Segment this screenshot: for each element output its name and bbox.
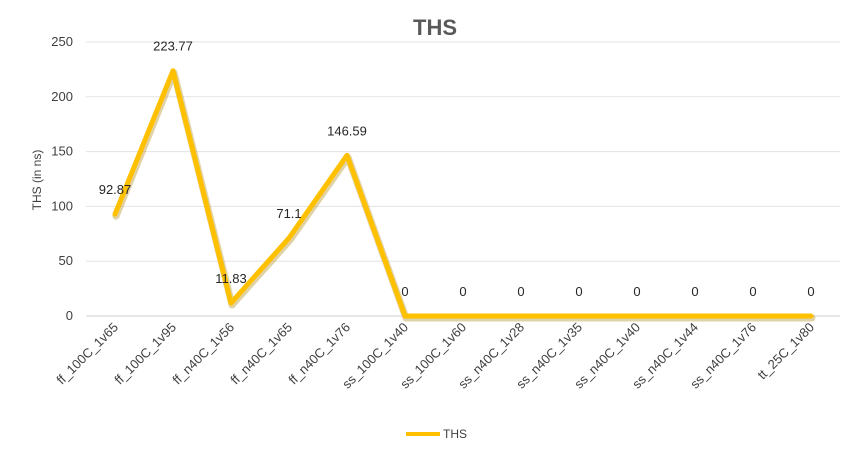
y-tick-label: 100: [51, 198, 73, 213]
data-point: [577, 314, 581, 318]
data-label: 92.87: [99, 182, 132, 197]
data-point: [345, 153, 349, 158]
data-label: 0: [749, 284, 756, 299]
legend-label: THS: [443, 427, 467, 441]
x-tick-label: tt_25C_1v80: [754, 320, 817, 383]
data-point: [287, 236, 291, 241]
data-label: 0: [459, 284, 466, 299]
data-point: [519, 314, 523, 318]
data-label: 0: [807, 284, 814, 299]
chart-title: THS: [413, 15, 457, 40]
data-point: [229, 301, 233, 306]
data-label: 11.83: [215, 271, 247, 286]
data-label: 0: [633, 284, 640, 299]
y-tick-label: 0: [66, 308, 73, 323]
y-tick-label: 50: [59, 253, 73, 268]
data-point: [461, 314, 465, 318]
data-point: [171, 68, 175, 73]
y-tick-label: 200: [51, 89, 73, 104]
data-label: 146.59: [327, 123, 367, 138]
legend: THS: [406, 427, 467, 441]
data-point: [635, 314, 639, 318]
x-axis-ticks: ff_100C_1v65ff_100C_1v95ff_n40C_1v56ff_n…: [53, 320, 817, 392]
data-point: [751, 314, 755, 318]
data-label: 0: [517, 284, 524, 299]
data-label: 0: [691, 284, 698, 299]
data-point: [113, 212, 117, 217]
data-label: 0: [401, 284, 408, 299]
data-label: 0: [575, 284, 582, 299]
data-point: [693, 314, 697, 318]
y-tick-label: 150: [51, 144, 73, 159]
data-point: [403, 314, 407, 318]
data-label: 223.77: [153, 39, 193, 54]
data-point: [809, 314, 813, 318]
y-axis-ticks: 0 50 100 150 200 250: [51, 34, 73, 323]
y-axis-label: THS (in ns): [30, 150, 44, 211]
series-group: 92.87 223.77 11.83 71.1 146.59 0 0 0 0 0 0 0 0: [99, 39, 816, 322]
y-tick-label: 250: [51, 34, 73, 49]
data-label: 71.1: [276, 206, 301, 221]
